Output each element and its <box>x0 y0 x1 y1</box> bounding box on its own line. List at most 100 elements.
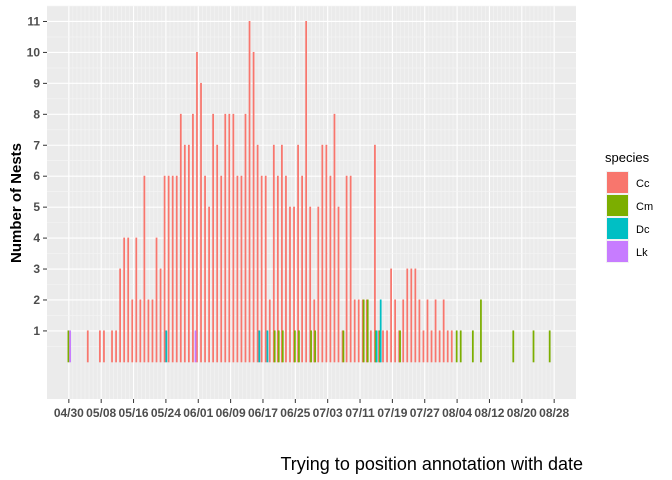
bar-cm <box>532 330 535 363</box>
y-tick-label: 8 <box>33 107 40 121</box>
bar-cm <box>67 330 70 363</box>
x-tick-label: 05/16 <box>119 406 149 420</box>
bar-cc <box>422 330 425 363</box>
bar-cc <box>430 330 433 363</box>
bar-cc <box>406 268 409 363</box>
bar-cc <box>127 237 130 363</box>
bar-cm <box>281 330 284 363</box>
bar-cc <box>103 330 105 363</box>
bar-cc <box>183 144 186 363</box>
y-axis-title: Number of Nests <box>8 143 25 263</box>
legend-key-lk <box>607 241 628 262</box>
y-tick-label: 7 <box>33 138 40 152</box>
bar-cc <box>204 175 206 363</box>
bar-cc <box>252 51 255 363</box>
legend-label: Cc <box>636 178 650 190</box>
bar-cc <box>135 237 138 363</box>
bar-cc <box>260 175 263 363</box>
legend-key-cc <box>607 172 628 193</box>
bar-cc <box>123 237 126 363</box>
bar-cc <box>159 268 162 363</box>
bar-cm <box>342 330 345 363</box>
bar-cc <box>305 21 308 363</box>
bar-cm <box>314 330 316 363</box>
bar-cc <box>264 175 267 363</box>
x-tick-label: 08/04 <box>442 406 472 420</box>
bar-cc <box>268 299 271 363</box>
bar-cc <box>357 299 360 363</box>
bar-cc <box>115 330 117 363</box>
x-tick-label: 06/17 <box>248 406 278 420</box>
bar-cc <box>200 82 202 363</box>
bar-cc <box>192 113 194 363</box>
bar-cc <box>337 206 340 363</box>
bar-dc <box>165 330 168 363</box>
y-tick-label: 9 <box>33 76 40 90</box>
legend: species Cc Cm Dc Lk <box>605 150 653 263</box>
bar-cc <box>390 268 392 363</box>
chart-caption: Trying to position annotation with date <box>280 454 583 474</box>
legend-label: Dc <box>636 224 650 236</box>
bar-cc <box>434 299 437 363</box>
x-tick-label: 07/03 <box>313 406 343 420</box>
bar-cc <box>321 144 324 363</box>
bar-cc <box>228 113 231 363</box>
legend-title: species <box>605 150 650 165</box>
y-tick-label: 11 <box>27 14 40 28</box>
bar-cc <box>155 237 158 363</box>
bar-cm <box>455 330 458 363</box>
x-tick-label: 05/08 <box>86 406 116 420</box>
bar-cc <box>297 144 299 363</box>
x-tick-label: 08/28 <box>539 406 569 420</box>
bar-cc <box>151 299 154 363</box>
bar-cc <box>426 299 429 363</box>
bar-cm <box>480 299 482 363</box>
bar-cc <box>244 113 247 363</box>
bar-cc <box>442 299 445 363</box>
bar-cc <box>139 299 142 363</box>
bar-cc <box>317 206 320 363</box>
bars <box>67 21 551 363</box>
bar-cc <box>240 175 243 363</box>
legend-label: Cm <box>636 201 653 213</box>
bar-dc <box>266 330 269 363</box>
bar-cc <box>289 206 291 363</box>
x-tick-label: 04/30 <box>54 406 84 420</box>
bar-cc <box>86 330 89 363</box>
bar-cc <box>333 113 336 363</box>
y-axis: 1 2 3 4 5 6 7 8 9 10 11 <box>27 14 47 338</box>
y-tick-label: 5 <box>33 200 40 214</box>
bar-cm <box>294 330 296 363</box>
x-tick-label: 06/25 <box>280 406 310 420</box>
bar-cc <box>382 330 384 363</box>
bar-cc <box>236 175 239 363</box>
bar-cc <box>353 299 356 363</box>
bar-cc <box>175 175 178 363</box>
grid-major-x <box>68 6 555 399</box>
x-tick-label: 08/12 <box>474 406 504 420</box>
bar-cm <box>310 330 312 363</box>
bar-cc <box>216 144 219 363</box>
legend-key-dc <box>607 218 628 239</box>
x-axis: 04/30 05/08 05/16 05/24 06/01 06/09 06/17 06/25… <box>54 399 570 420</box>
bar-cc <box>232 113 235 363</box>
bar-cc <box>402 299 405 363</box>
x-tick-label: 06/01 <box>183 406 213 420</box>
bar-cc <box>345 175 348 363</box>
bar-cm <box>399 330 401 363</box>
bar-cc <box>325 144 328 363</box>
y-tick-label: 2 <box>33 293 40 307</box>
bar-cc <box>301 175 304 363</box>
y-tick-label: 6 <box>33 169 40 183</box>
bar-cm <box>548 330 551 363</box>
bar-cm <box>298 330 300 363</box>
bar-cc <box>131 299 134 363</box>
bar-cc <box>386 330 388 363</box>
bar-cm <box>471 330 474 363</box>
bar-cc <box>256 144 259 363</box>
x-tick-label: 05/24 <box>151 406 181 420</box>
bar-cm <box>459 330 462 363</box>
bar-cc <box>349 175 352 363</box>
bar-cc <box>147 299 150 363</box>
x-tick-label: 07/11 <box>345 406 375 420</box>
